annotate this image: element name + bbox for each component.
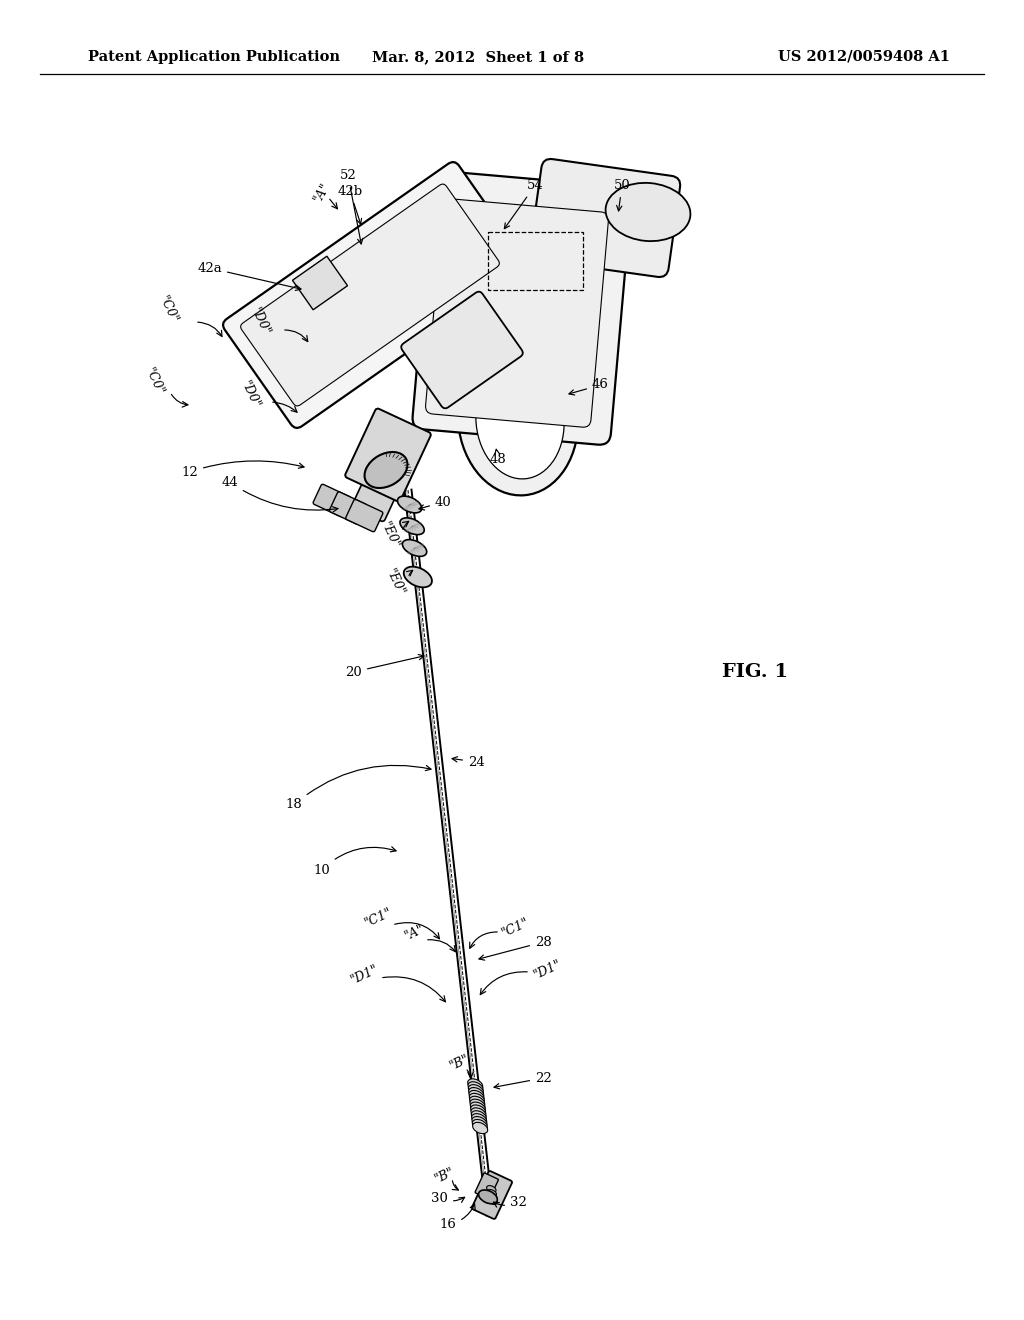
Ellipse shape — [469, 1090, 484, 1102]
Text: Patent Application Publication: Patent Application Publication — [88, 50, 340, 63]
Text: "E0": "E0" — [378, 519, 402, 550]
Text: "D1": "D1" — [531, 958, 564, 982]
Text: "A": "A" — [403, 921, 427, 942]
Text: FIG. 1: FIG. 1 — [722, 663, 788, 681]
Text: 28: 28 — [479, 936, 552, 960]
Text: "C1": "C1" — [362, 906, 394, 931]
Text: 12: 12 — [181, 461, 304, 479]
Text: 30: 30 — [431, 1192, 465, 1204]
Ellipse shape — [478, 1191, 498, 1204]
FancyBboxPatch shape — [413, 172, 632, 445]
Ellipse shape — [471, 1110, 486, 1122]
Text: "B": "B" — [433, 1164, 457, 1185]
FancyBboxPatch shape — [330, 492, 367, 524]
Text: 32: 32 — [494, 1196, 527, 1209]
FancyBboxPatch shape — [223, 162, 527, 428]
Text: 20: 20 — [345, 655, 424, 678]
Text: 42a: 42a — [198, 261, 301, 290]
Text: "E0": "E0" — [383, 566, 407, 598]
Ellipse shape — [468, 1082, 483, 1093]
Text: 48: 48 — [489, 449, 507, 466]
FancyBboxPatch shape — [401, 292, 523, 408]
FancyBboxPatch shape — [345, 408, 431, 502]
Text: 50: 50 — [613, 180, 631, 211]
Ellipse shape — [487, 1193, 497, 1200]
Ellipse shape — [470, 1102, 485, 1113]
Text: 44: 44 — [221, 475, 338, 512]
Ellipse shape — [472, 1117, 487, 1127]
Ellipse shape — [400, 517, 424, 535]
Ellipse shape — [476, 362, 564, 479]
Ellipse shape — [472, 1114, 486, 1125]
Ellipse shape — [365, 451, 408, 488]
FancyBboxPatch shape — [529, 158, 680, 277]
Ellipse shape — [487, 1189, 497, 1196]
Ellipse shape — [471, 1105, 485, 1117]
Text: 46: 46 — [569, 379, 609, 395]
Ellipse shape — [473, 1122, 487, 1134]
FancyBboxPatch shape — [472, 1171, 512, 1218]
FancyBboxPatch shape — [426, 199, 608, 428]
Text: 40: 40 — [419, 495, 452, 510]
Ellipse shape — [471, 1107, 486, 1119]
Ellipse shape — [472, 1119, 487, 1131]
Text: 24: 24 — [452, 755, 484, 768]
Text: Mar. 8, 2012  Sheet 1 of 8: Mar. 8, 2012 Sheet 1 of 8 — [372, 50, 584, 63]
Text: 22: 22 — [494, 1072, 552, 1089]
Text: "A": "A" — [311, 180, 333, 205]
Text: 16: 16 — [439, 1204, 475, 1232]
Ellipse shape — [403, 566, 432, 587]
Ellipse shape — [468, 1078, 482, 1090]
Text: 10: 10 — [313, 846, 396, 876]
Ellipse shape — [468, 1085, 483, 1096]
FancyBboxPatch shape — [293, 256, 347, 310]
FancyBboxPatch shape — [241, 183, 500, 407]
Ellipse shape — [605, 183, 690, 242]
FancyBboxPatch shape — [352, 462, 404, 521]
Text: "D0": "D0" — [238, 379, 262, 411]
Ellipse shape — [458, 341, 579, 495]
Ellipse shape — [469, 1093, 484, 1105]
Ellipse shape — [470, 1100, 485, 1110]
Text: "C0": "C0" — [156, 294, 180, 326]
Ellipse shape — [397, 496, 422, 513]
Ellipse shape — [486, 1185, 496, 1192]
Ellipse shape — [402, 540, 427, 557]
Text: "D0": "D0" — [248, 306, 272, 338]
FancyBboxPatch shape — [313, 484, 350, 516]
Text: "B": "B" — [447, 1052, 472, 1072]
Text: 18: 18 — [286, 766, 431, 812]
FancyBboxPatch shape — [475, 1173, 499, 1199]
Text: "C1": "C1" — [499, 916, 531, 940]
Ellipse shape — [470, 1096, 484, 1107]
Ellipse shape — [488, 1197, 498, 1204]
Text: 42b: 42b — [338, 185, 362, 224]
Text: "D1": "D1" — [349, 962, 381, 987]
Text: "C0": "C0" — [142, 366, 166, 397]
Text: 54: 54 — [505, 180, 544, 228]
FancyBboxPatch shape — [346, 499, 383, 532]
Text: 52: 52 — [340, 169, 362, 244]
Ellipse shape — [469, 1088, 483, 1098]
Text: US 2012/0059408 A1: US 2012/0059408 A1 — [778, 50, 950, 63]
